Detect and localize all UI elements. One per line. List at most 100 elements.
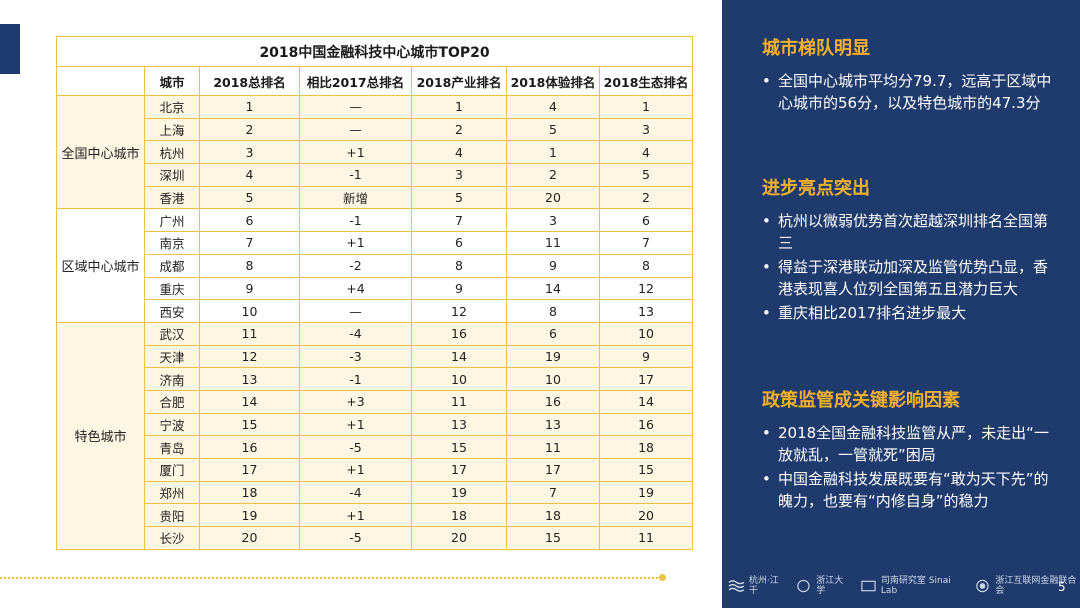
cell-experience-rank: 18 bbox=[506, 503, 600, 528]
logo-text: 司南研究室 Sinai Lab bbox=[880, 576, 951, 596]
group-label: 特色城市 bbox=[56, 321, 145, 550]
cell-city: 西安 bbox=[144, 299, 200, 323]
cell-change-vs-2017: +3 bbox=[299, 389, 412, 414]
cell-industry-rank: 18 bbox=[411, 503, 507, 528]
cell-change-vs-2017: -5 bbox=[299, 435, 412, 459]
cell-change-vs-2017: +1 bbox=[299, 412, 412, 437]
table-row: 深圳 4 -1 3 2 5 bbox=[56, 163, 694, 187]
header-industry-rank: 2018产业排名 bbox=[411, 66, 507, 96]
cell-city: 广州 bbox=[144, 208, 200, 233]
cell-total-rank: 17 bbox=[199, 458, 300, 482]
cell-change-vs-2017: +1 bbox=[299, 503, 412, 528]
hangzhou-jianggan-logo-icon bbox=[728, 580, 745, 592]
table-row: 青岛 16 -5 15 11 18 bbox=[56, 435, 694, 459]
group-label: 全国中心城市 bbox=[56, 94, 145, 210]
cell-city: 北京 bbox=[144, 95, 200, 119]
cell-experience-rank: 11 bbox=[506, 435, 600, 459]
cell-experience-rank: 11 bbox=[506, 231, 600, 255]
cell-city: 郑州 bbox=[144, 480, 200, 505]
cell-change-vs-2017: +4 bbox=[299, 276, 412, 301]
divider-end-dot bbox=[659, 574, 666, 581]
bullet-item: 2018全国金融科技监管从严，未走出“一放就乱，一管就死”困局 bbox=[760, 422, 1060, 466]
cell-change-vs-2017: -3 bbox=[299, 344, 412, 369]
cell-city: 贵阳 bbox=[144, 503, 200, 528]
cell-experience-rank: 4 bbox=[506, 95, 600, 119]
zhejiang-university-logo-icon bbox=[797, 579, 810, 593]
cell-total-rank: 16 bbox=[199, 435, 300, 459]
table-row: 合肥 14 +3 11 16 14 bbox=[56, 389, 694, 414]
cell-change-vs-2017: — bbox=[299, 117, 412, 142]
ranking-table: 2018中国金融科技中心城市TOP20 城市 2018总排名 相比2017总排名… bbox=[55, 36, 694, 550]
cell-change-vs-2017: -2 bbox=[299, 253, 412, 278]
table-title: 2018中国金融科技中心城市TOP20 bbox=[55, 36, 694, 67]
cell-industry-rank: 12 bbox=[411, 299, 507, 323]
section-title-tiers: 城市梯队明显 bbox=[762, 38, 870, 59]
section-bullets-progress: 杭州以微弱优势首次超越深圳排名全国第三 得益于深港联动加深及监管优势凸显，香港表… bbox=[760, 210, 1060, 326]
table-row: 天津 12 -3 14 19 9 bbox=[56, 344, 694, 369]
cell-total-rank: 8 bbox=[199, 253, 300, 278]
cell-ecosystem-rank: 7 bbox=[598, 231, 694, 255]
table-row: 长沙 20 -5 20 15 11 bbox=[56, 526, 694, 550]
left-accent-bar bbox=[0, 24, 20, 74]
cell-change-vs-2017: -4 bbox=[299, 480, 412, 505]
table-row: 香港 5 新增 5 20 2 bbox=[56, 185, 694, 210]
cell-ecosystem-rank: 9 bbox=[598, 344, 694, 369]
cell-change-vs-2017: -1 bbox=[299, 367, 412, 391]
table-row: 成都 8 -2 8 9 8 bbox=[56, 253, 694, 278]
cell-total-rank: 7 bbox=[199, 231, 300, 255]
bullet-item: 重庆相比2017排名进步最大 bbox=[760, 302, 1060, 324]
cell-industry-rank: 8 bbox=[411, 253, 507, 278]
cell-total-rank: 4 bbox=[199, 163, 300, 187]
cell-city: 杭州 bbox=[144, 140, 200, 165]
cell-experience-rank: 13 bbox=[506, 412, 600, 437]
cell-ecosystem-rank: 13 bbox=[598, 299, 694, 323]
cell-city: 长沙 bbox=[144, 526, 200, 550]
footer-logos: 杭州·江干 浙江大学 司南研究室 Sinai Lab 浙江互联网金融联合会 bbox=[722, 572, 1080, 600]
zhejiang-internet-finance-association-logo-icon bbox=[976, 579, 990, 593]
cell-experience-rank: 8 bbox=[506, 299, 600, 323]
cell-change-vs-2017: +1 bbox=[299, 140, 412, 165]
cell-ecosystem-rank: 2 bbox=[598, 185, 694, 210]
cell-total-rank: 12 bbox=[199, 344, 300, 369]
cell-total-rank: 10 bbox=[199, 299, 300, 323]
cell-ecosystem-rank: 15 bbox=[598, 458, 694, 482]
table-row: 宁波 15 +1 13 13 16 bbox=[56, 412, 694, 437]
cell-experience-rank: 17 bbox=[506, 458, 600, 482]
cell-experience-rank: 5 bbox=[506, 117, 600, 142]
table-row: 重庆 9 +4 9 14 12 bbox=[56, 276, 694, 301]
section-title-progress: 进步亮点突出 bbox=[762, 178, 870, 199]
logo-text: 浙江互联网金融联合会 bbox=[995, 576, 1077, 596]
cell-city: 厦门 bbox=[144, 458, 200, 482]
section-title-policy: 政策监管成关键影响因素 bbox=[762, 390, 960, 411]
cell-experience-rank: 9 bbox=[506, 253, 600, 278]
cell-total-rank: 20 bbox=[199, 526, 300, 550]
cell-city: 武汉 bbox=[144, 321, 200, 346]
cell-industry-rank: 1 bbox=[411, 95, 507, 119]
sinai-lab-logo: 司南研究室 Sinai Lab bbox=[860, 576, 964, 596]
cell-city: 济南 bbox=[144, 367, 200, 391]
cell-ecosystem-rank: 14 bbox=[598, 389, 694, 414]
cell-experience-rank: 15 bbox=[506, 526, 600, 550]
cell-total-rank: 3 bbox=[199, 140, 300, 165]
header-blank bbox=[56, 66, 145, 96]
cell-industry-rank: 19 bbox=[411, 480, 507, 505]
cell-change-vs-2017: — bbox=[299, 95, 412, 119]
cell-experience-rank: 3 bbox=[506, 208, 600, 233]
cell-ecosystem-rank: 18 bbox=[598, 435, 694, 459]
cell-change-vs-2017: -4 bbox=[299, 321, 412, 346]
table-row: 西安 10—12 8 13 bbox=[56, 299, 694, 323]
cell-total-rank: 9 bbox=[199, 276, 300, 301]
cell-city: 青岛 bbox=[144, 435, 200, 459]
hangzhou-jianggan-logo: 杭州·江干 bbox=[728, 576, 785, 596]
cell-ecosystem-rank: 12 bbox=[598, 276, 694, 301]
cell-change-vs-2017: +1 bbox=[299, 231, 412, 255]
zhejiang-university-logo: 浙江大学 bbox=[795, 576, 850, 596]
cell-total-rank: 5 bbox=[199, 185, 300, 210]
cell-industry-rank: 3 bbox=[411, 163, 507, 187]
table-row: 济南 13 -1 10 10 17 bbox=[56, 367, 694, 391]
cell-experience-rank: 10 bbox=[506, 367, 600, 391]
cell-total-rank: 1 bbox=[199, 95, 300, 119]
section-bullets-tiers: 全国中心城市平均分79.7，远高于区域中心城市的56分，以及特色城市的47.3分 bbox=[760, 70, 1060, 116]
cell-ecosystem-rank: 1 bbox=[598, 95, 694, 119]
table-row: 全国中心城市 北京 1—1 4 1 bbox=[56, 94, 694, 210]
